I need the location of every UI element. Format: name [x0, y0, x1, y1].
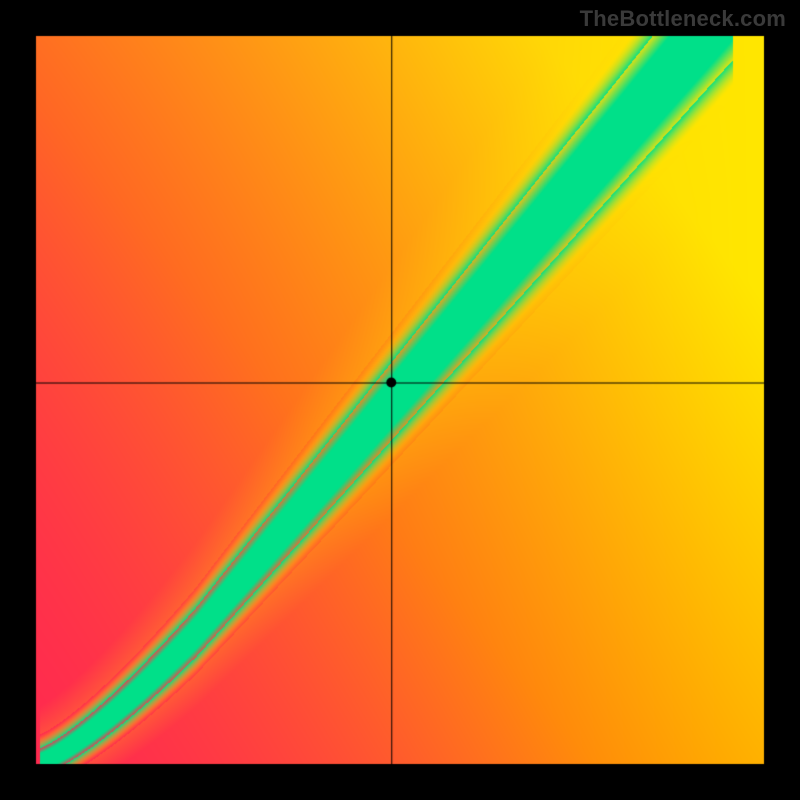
watermark-text: TheBottleneck.com — [580, 6, 786, 32]
bottleneck-heatmap — [0, 0, 800, 800]
